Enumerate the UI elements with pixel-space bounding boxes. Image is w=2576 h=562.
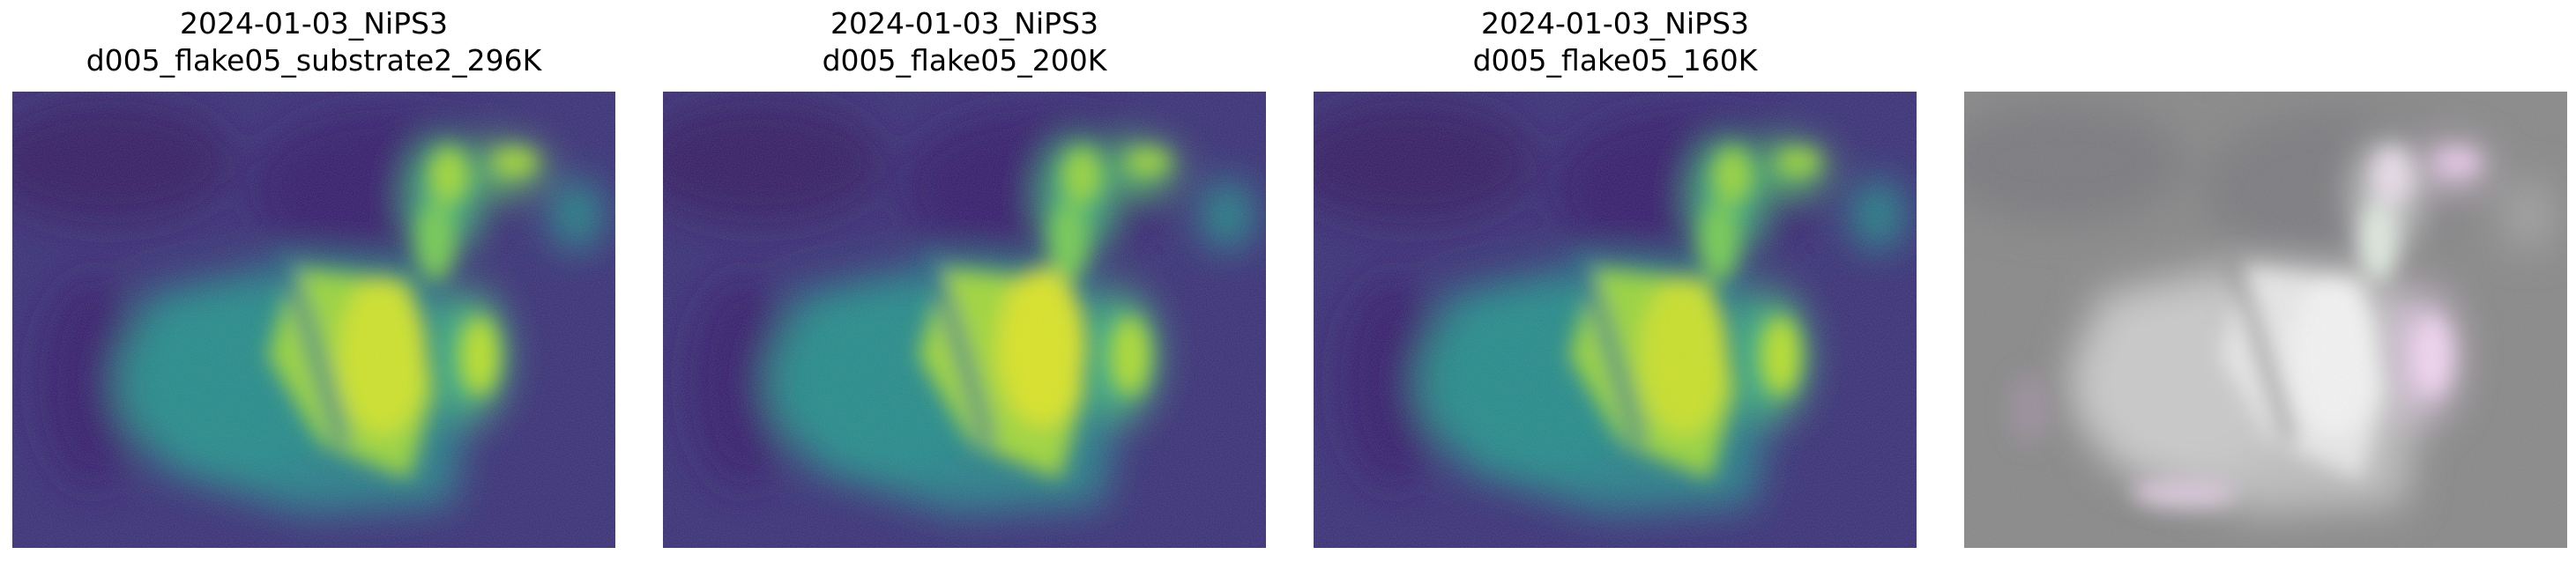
viridis-image-200k (663, 92, 1266, 548)
panel-title-line1: 2024-01-03_NiPS3 (180, 6, 448, 41)
panel-title-line1: 2024-01-03_NiPS3 (1481, 6, 1749, 41)
panel-title: 2024-01-03_NiPS3 d005_flake05_200K (663, 5, 1266, 79)
panel-title: 2024-01-03_NiPS3 d005_flake05_160K (1314, 5, 1917, 79)
panel-title-line1: 2024-01-03_NiPS3 (830, 6, 1098, 41)
panel-title-line2: d005_flake05_160K (1472, 43, 1758, 78)
panel-title: 2024-01-03_NiPS3 d005_flake05_substrate2… (12, 5, 615, 79)
panel-296k: 2024-01-03_NiPS3 d005_flake05_substrate2… (12, 0, 615, 562)
panel-title-line2: d005_flake05_200K (822, 43, 1107, 78)
panel-title-line2: d005_flake05_substrate2_296K (86, 43, 542, 78)
viridis-image-296k (12, 92, 615, 548)
rgb-composite-image (1964, 92, 2567, 548)
panel-200k: 2024-01-03_NiPS3 d005_flake05_200K (663, 0, 1266, 562)
panel-160k: 2024-01-03_NiPS3 d005_flake05_160K (1314, 0, 1917, 562)
viridis-image-160k (1314, 92, 1917, 548)
panel-composite (1964, 0, 2567, 562)
